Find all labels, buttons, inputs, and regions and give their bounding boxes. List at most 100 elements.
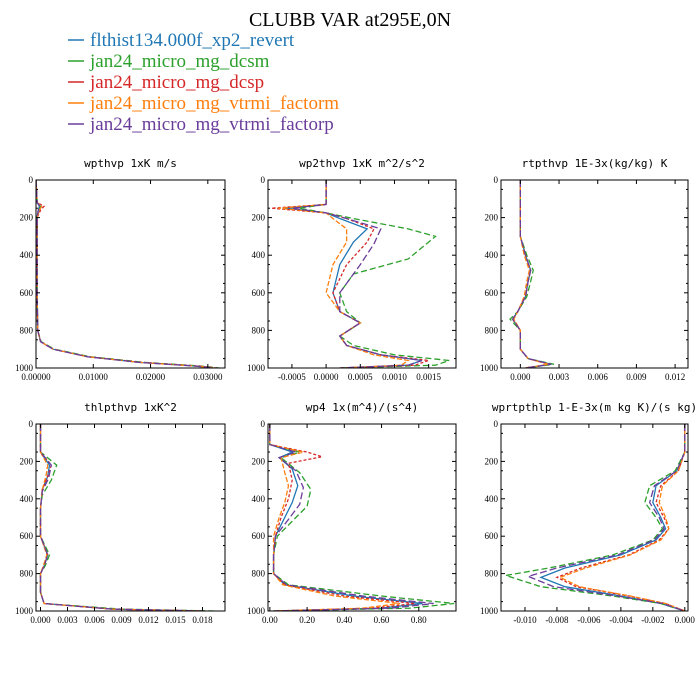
series-line [513, 180, 549, 368]
y-tick-label: 800 [485, 569, 499, 579]
plot-frame [267, 423, 457, 612]
x-tick-label: -0.0005 [278, 372, 306, 382]
y-tick-label: 0 [494, 419, 499, 429]
series-line [555, 424, 686, 611]
x-tick-label: 0.015 [165, 615, 186, 625]
x-tick-label: 0.0000 [314, 372, 339, 382]
x-tick-label: -0.010 [513, 615, 537, 625]
x-tick-label: 0.003 [57, 615, 78, 625]
series-line [36, 180, 214, 368]
x-tick-label: 0.000 [510, 372, 531, 382]
y-tick-label: 1000 [480, 606, 499, 616]
legend-entry: jan24_micro_mg_vtrmi_factorp [68, 114, 334, 135]
y-tick-label: 200 [485, 213, 499, 223]
y-tick-label: 400 [485, 250, 499, 260]
legend-entry: jan24_micro_mg_dcsp [68, 72, 264, 93]
series-line [291, 180, 423, 368]
y-tick-label: 600 [20, 531, 34, 541]
legend-label: jan24_micro_mg_vtrmi_factorp [89, 114, 334, 135]
y-tick-label: 600 [485, 531, 499, 541]
y-tick-label: 1000 [15, 606, 34, 616]
series-line [39, 424, 217, 611]
plot-frame [267, 179, 457, 369]
series-line [36, 180, 214, 368]
x-tick-label: 0.60 [374, 615, 390, 625]
x-tick-label: 0.40 [336, 615, 352, 625]
plot-frame [35, 179, 226, 369]
y-tick-label: 800 [20, 569, 34, 579]
y-tick-label: 200 [252, 213, 266, 223]
panel-title: wp2thvp 1xK m^2/s^2 [299, 157, 425, 170]
legend-label: jan24_micro_mg_vtrmi_factorm [89, 93, 339, 114]
series-line [39, 424, 203, 611]
x-tick-label: 0.012 [665, 372, 685, 382]
panel: rtpthvp 1E-3x(kg/kg) K 0 200 400 600 800 1000 0… [480, 157, 689, 382]
series-line [269, 424, 423, 611]
plot-frame [35, 423, 226, 612]
legend: flthist134.000f_xp2_revertjan24_micro_mg… [68, 30, 339, 135]
series-line [36, 180, 220, 368]
x-tick-label: 0.01000 [79, 372, 109, 382]
panel-title: rtpthvp 1E-3x(kg/kg) K [522, 157, 668, 170]
plot-frame [500, 179, 689, 369]
legend-entry: flthist134.000f_xp2_revert [68, 30, 295, 51]
panel-title: wprtpthlp 1-E-3x(m kg K)/(s kg) [492, 401, 697, 414]
x-tick-label: 0.006 [84, 615, 105, 625]
x-tick-label: 0.003 [549, 372, 570, 382]
series-line [36, 180, 214, 368]
y-tick-label: 400 [485, 494, 499, 504]
series-line [511, 180, 552, 368]
y-tick-label: 600 [252, 288, 266, 298]
series-line [269, 424, 455, 611]
series-line [511, 180, 552, 368]
panel: wprtpthlp 1-E-3x(m kg K)/(s kg) 0 200 400 60… [480, 401, 697, 625]
y-tick-label: 800 [252, 325, 266, 335]
plot-frame [500, 423, 689, 612]
x-tick-label: 0.009 [111, 615, 132, 625]
legend-entry: jan24_micro_mg_dcsm [68, 51, 270, 72]
x-tick-label: 0.0010 [382, 372, 407, 382]
x-tick-label: -0.008 [545, 615, 569, 625]
x-tick-label: 0.80 [411, 615, 427, 625]
panel-title: wp4 1x(m^4)/(s^4) [306, 401, 419, 414]
series-line [36, 180, 217, 368]
series-line [39, 424, 203, 611]
y-tick-label: 800 [485, 325, 499, 335]
x-tick-label: 0.20 [299, 615, 315, 625]
x-tick-label: 0.009 [626, 372, 647, 382]
x-tick-label: 0.00 [262, 615, 278, 625]
series-line [539, 424, 686, 611]
y-tick-label: 800 [20, 325, 34, 335]
x-tick-label: -0.004 [609, 615, 633, 625]
y-tick-label: 200 [20, 213, 34, 223]
y-tick-label: 400 [20, 494, 34, 504]
y-tick-label: 600 [20, 288, 34, 298]
series-line [269, 424, 434, 611]
x-tick-label: 0.0015 [416, 372, 441, 382]
series-line [511, 180, 549, 368]
x-tick-label: 0.000 [675, 615, 696, 625]
y-tick-label: 0 [261, 419, 266, 429]
y-tick-label: 0 [261, 175, 266, 185]
series-line [298, 180, 450, 368]
y-tick-label: 200 [252, 456, 266, 466]
y-tick-label: 0 [494, 175, 499, 185]
legend-label: jan24_micro_mg_dcsm [89, 51, 270, 72]
figure-title: CLUBB VAR at295E,0N [249, 9, 451, 31]
x-tick-label: 0.018 [192, 615, 213, 625]
series-line [509, 180, 555, 368]
y-tick-label: 200 [485, 456, 499, 466]
series-line [269, 424, 416, 611]
x-tick-label: -0.006 [577, 615, 601, 625]
series-line [39, 424, 203, 611]
y-tick-label: 600 [252, 531, 266, 541]
y-tick-label: 800 [252, 569, 266, 579]
x-tick-label: 0.012 [138, 615, 158, 625]
series-line [269, 424, 401, 611]
panel: wp2thvp 1xK m^2/s^2 0 200 400 600 800 1000 -0.0… [247, 157, 457, 382]
y-tick-label: 1000 [480, 363, 499, 373]
x-tick-label: 0.000 [30, 615, 51, 625]
y-tick-label: 400 [252, 250, 266, 260]
